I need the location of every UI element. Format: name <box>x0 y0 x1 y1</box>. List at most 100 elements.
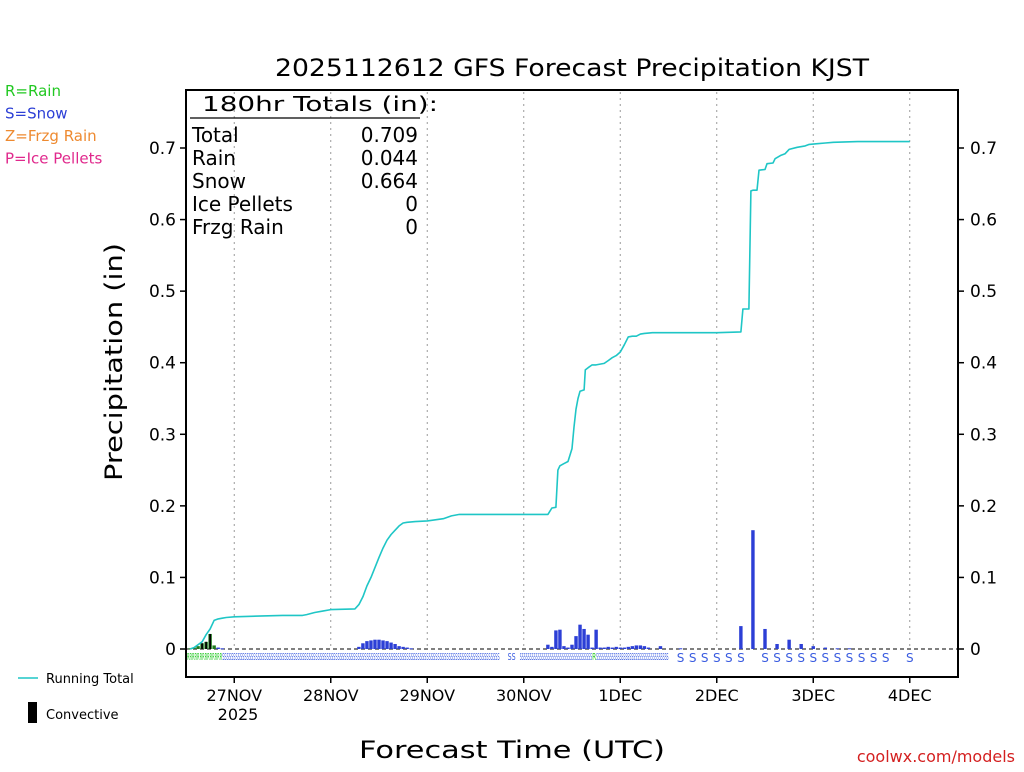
precip-bar <box>570 644 574 649</box>
precip-bar <box>638 645 643 649</box>
precip-bar <box>658 646 663 649</box>
y-tick-label-right: 0.6 <box>970 211 997 231</box>
snow-markers: SSSSSSSSSSSSSSSSSSSSSSSSSSSSSSSSSSSSSSSS… <box>222 652 499 663</box>
chart-title: 2025112612 GFS Forecast Precipitation KJ… <box>275 54 869 82</box>
precip-bar <box>646 647 651 649</box>
x-tick-label: 28NOV <box>303 686 359 705</box>
precip-bar <box>393 643 397 649</box>
precip-bar <box>220 648 224 650</box>
precip-bar <box>212 645 216 649</box>
totals-box: 180hr Totals (in): Total 0.709 Rain 0.044 Sn… <box>190 92 438 239</box>
precip-bar <box>602 647 606 649</box>
precip-bar <box>574 636 578 649</box>
snow-marker: S <box>834 651 842 665</box>
precip-bar <box>377 639 381 649</box>
snow-markers: SSSSSSSSSSSSSSSSSSSSSSSSSSSSSSSSSSSSS <box>596 652 668 663</box>
totals-row-value: 0.044 <box>361 146 418 170</box>
precip-bar <box>811 646 815 649</box>
x-tick-label: 2DEC <box>695 686 739 705</box>
precip-bar <box>389 642 393 649</box>
totals-row-value: 0 <box>405 192 418 216</box>
legend-type-p: P=Ice Pellets <box>5 150 102 168</box>
precip-bar <box>361 643 365 649</box>
snow-marker: S <box>785 651 793 665</box>
x-tick-label: 4DEC <box>888 686 932 705</box>
x-axis-label: Forecast Time (UTC) <box>359 736 665 764</box>
y-tick-label-right: 0.1 <box>970 568 997 588</box>
y-axis-label: Precipitation (in) <box>100 243 128 481</box>
y-tick-label-right: 0.2 <box>970 497 997 517</box>
running-total-layer <box>189 140 910 650</box>
precip-bar <box>566 647 570 649</box>
running-total-line <box>189 140 910 650</box>
precip-bar <box>626 646 631 649</box>
y-tick-label-right: 0 <box>970 640 981 660</box>
precip-bar <box>373 639 377 649</box>
precip-bar <box>562 646 566 649</box>
precip-bar <box>401 646 405 649</box>
year-label: 2025 <box>218 705 259 724</box>
precip-bar <box>582 628 586 649</box>
precip-bar <box>678 648 683 650</box>
convective-bar <box>201 643 203 649</box>
precip-bar <box>787 639 791 649</box>
running-total-legend-label: Running Total <box>46 672 134 687</box>
totals-row-label: Snow <box>192 169 246 193</box>
snow-marker: S <box>677 651 685 665</box>
snow-marker: S <box>809 651 817 665</box>
precip-type-legend: R=Rain S=Snow Z=Frzg Rain P=Ice Pellets <box>5 82 102 168</box>
precip-bar <box>799 643 803 649</box>
totals-row-value: 0.664 <box>361 169 418 193</box>
y-axis-ticks: 0 00.1 0.10.2 0.20.3 0.30.4 0.40.5 0.50.6 0.60.… <box>149 139 997 660</box>
y-tick-label-right: 0.4 <box>970 354 997 374</box>
snow-marker: S <box>797 651 805 665</box>
x-tick-label: 29NOV <box>399 686 455 705</box>
precip-bar <box>550 646 554 649</box>
precip-bar <box>196 646 200 649</box>
precip-bar <box>634 645 639 649</box>
legend-type-z: Z=Frzg Rain <box>5 127 97 145</box>
precip-bar <box>381 640 385 649</box>
precip-bar <box>365 641 369 649</box>
snow-marker: S <box>822 651 830 665</box>
rain-markers: R <box>592 652 596 663</box>
precip-bar <box>751 530 755 649</box>
convective-legend-label: Convective <box>46 708 119 723</box>
x-tick-label: 27NOV <box>206 686 262 705</box>
totals-row-label: Frzg Rain <box>192 215 284 239</box>
snow-marker: S <box>906 651 914 665</box>
legend-type-r: R=Rain <box>5 82 61 100</box>
x-tick-label: 30NOV <box>496 686 552 705</box>
rain-markers: RRRRRRRRRRRRRR <box>187 652 222 663</box>
precip-bar <box>554 630 558 649</box>
precip-bar <box>385 641 389 649</box>
y-tick-label-left: 0.7 <box>149 139 176 159</box>
y-tick-label-left: 0.1 <box>149 568 176 588</box>
convective-swatch <box>28 702 37 723</box>
totals-row-label: Ice Pellets <box>192 192 293 216</box>
y-tick-label-left: 0.4 <box>149 354 176 374</box>
precip-bar <box>642 646 647 649</box>
precip-bar <box>823 647 828 649</box>
precip-bar <box>618 647 622 649</box>
snow-marker: S <box>882 651 890 665</box>
precip-bar <box>606 646 610 649</box>
precip-bar <box>739 626 743 649</box>
snow-markers: SS <box>508 652 516 663</box>
y-tick-label-left: 0.5 <box>149 282 176 302</box>
snow-marker: S <box>713 651 721 665</box>
x-tick-label: 3DEC <box>791 686 835 705</box>
snow-marker: S <box>858 651 866 665</box>
totals-row-value: 0.709 <box>361 123 418 147</box>
snow-marker: S <box>761 651 769 665</box>
bottom-legend: Running Total Convective <box>18 672 134 723</box>
precip-bar <box>357 646 361 649</box>
precip-bar <box>610 647 614 649</box>
precip-bar <box>216 647 220 649</box>
totals-row-label: Total <box>191 123 239 147</box>
source-credit[interactable]: coolwx.com/models <box>857 747 1015 766</box>
convective-bar <box>205 641 207 649</box>
y-tick-label-left: 0.6 <box>149 211 176 231</box>
precip-type-markers: RRRRRRRRRRRRRR SSSSSSSSSSSSSSSSSSSSSSSSSS… <box>187 651 914 665</box>
